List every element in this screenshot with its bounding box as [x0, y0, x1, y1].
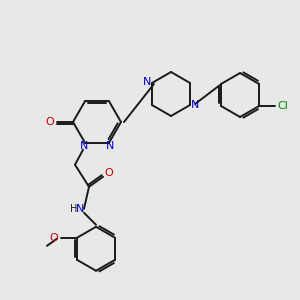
Text: O: O [50, 233, 58, 243]
Text: Cl: Cl [278, 101, 289, 111]
Text: N: N [143, 77, 151, 87]
Text: H: H [70, 204, 78, 214]
Text: N: N [106, 141, 114, 151]
Text: N: N [80, 141, 88, 151]
Text: N: N [191, 100, 199, 110]
Text: O: O [105, 168, 113, 178]
Text: O: O [46, 117, 54, 127]
Text: N: N [76, 204, 84, 214]
